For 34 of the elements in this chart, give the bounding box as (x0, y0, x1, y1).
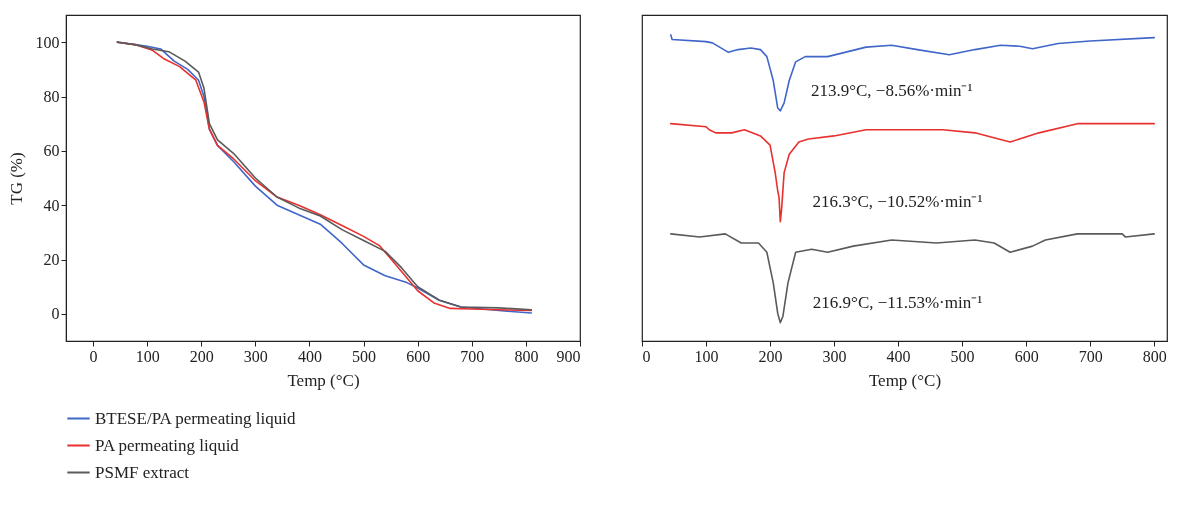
y-tick-label: 100 (35, 33, 60, 51)
x-tick-label: 0 (89, 347, 98, 365)
x-tick-label: 600 (406, 347, 431, 365)
y-tick-label: 0 (51, 305, 60, 323)
y-tick-label: 40 (43, 196, 60, 214)
x-tick-label: 600 (1014, 347, 1039, 365)
annotation: 216.3°C, −10.52%·min⁻¹ (812, 191, 983, 211)
x-axis-title: Temp (°C) (287, 370, 360, 390)
annotation: 213.9°C, −8.56%·min⁻¹ (810, 80, 973, 100)
x-tick-label: 500 (352, 347, 377, 365)
x-axis-title: Temp (°C) (868, 370, 942, 390)
x-tick-label: 300 (822, 347, 847, 365)
x-tick-label: 100 (694, 347, 719, 365)
x-tick-label: 800 (514, 347, 539, 365)
x-tick-label: 700 (1078, 347, 1103, 365)
x-tick-label: 700 (460, 347, 485, 365)
x-tick-label: 500 (950, 347, 975, 365)
y-axis-title: TG (%) (6, 152, 26, 205)
x-tick-label: 800 (1142, 347, 1167, 365)
x-tick-label: 200 (758, 347, 783, 365)
legend-label: PSMF extract (95, 462, 190, 482)
x-tick-label: 400 (886, 347, 911, 365)
x-tick-label: 300 (243, 347, 268, 365)
y-tick-label: 80 (43, 88, 60, 105)
legend-label: BTESE/PA permeating liquid (95, 408, 297, 428)
x-tick-label: 100 (135, 347, 160, 365)
legend-label: PA permeating liquid (95, 435, 240, 455)
x-tick-label: 0 (642, 347, 651, 365)
x-tick-label: 900 (556, 347, 581, 365)
x-tick-label: 200 (189, 347, 214, 365)
x-tick-label: 400 (297, 347, 322, 365)
y-tick-label: 20 (43, 251, 60, 268)
y-tick-label: 60 (43, 142, 60, 160)
annotation: 216.9°C, −11.53%·min⁻¹ (812, 292, 983, 312)
